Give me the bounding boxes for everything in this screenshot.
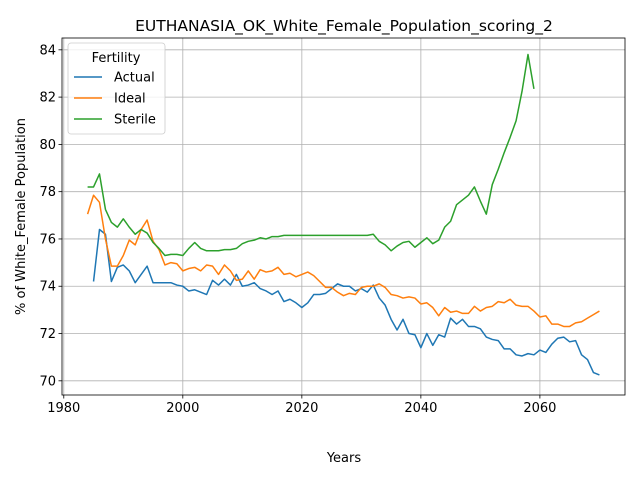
chart-title: EUTHANASIA_OK_White_Female_Population_sc… xyxy=(135,17,553,36)
y-tick-label: 76 xyxy=(39,232,56,247)
legend-title: Fertility xyxy=(92,51,141,66)
series-line-actual xyxy=(92,228,600,376)
series-line-sterile xyxy=(87,53,535,257)
x-tick-label: 2000 xyxy=(166,401,199,416)
y-axis-label: % of White_Female Population xyxy=(14,118,29,315)
y-tick-label: 80 xyxy=(39,138,56,153)
legend: Fertility Actual Ideal Sterile xyxy=(67,42,166,135)
y-axis: 70 72 74 76 78 80 82 84 xyxy=(39,43,62,389)
x-tick-label: 1980 xyxy=(47,401,80,416)
x-tick-label: 2020 xyxy=(285,401,318,416)
legend-label-ideal: Ideal xyxy=(114,92,146,107)
series-line-ideal xyxy=(86,194,600,328)
legend-label-actual: Actual xyxy=(114,71,155,86)
y-tick-label: 70 xyxy=(39,374,56,389)
y-tick-label: 82 xyxy=(39,91,56,106)
legend-box xyxy=(67,42,166,135)
x-axis: 1980 2000 2020 2040 2060 xyxy=(47,395,556,416)
y-tick-label: 74 xyxy=(39,280,56,295)
y-tick-label: 72 xyxy=(39,327,56,342)
x-tick-label: 2060 xyxy=(523,401,556,416)
y-tick-label: 84 xyxy=(39,43,56,58)
x-tick-label: 2040 xyxy=(404,401,437,416)
legend-label-sterile: Sterile xyxy=(114,113,156,128)
y-tick-label: 78 xyxy=(39,185,56,200)
x-axis-label: Years xyxy=(326,451,362,466)
plot-frame xyxy=(61,37,626,396)
series-layer xyxy=(86,53,600,376)
